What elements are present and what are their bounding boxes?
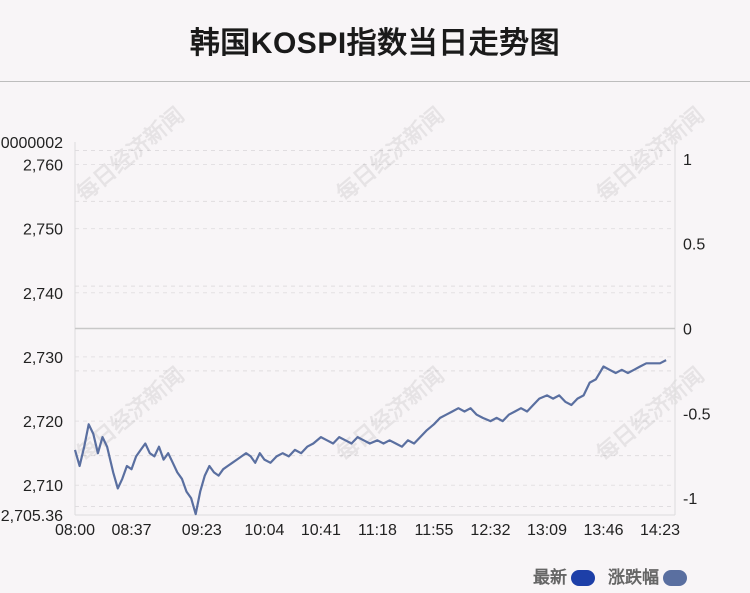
y-left-tick-label: 2,760 xyxy=(23,157,63,174)
watermark: 每日经济新闻 xyxy=(332,362,450,467)
chart-title: 韩国KOSPI指数当日走势图 xyxy=(189,27,561,60)
y-right-tick-label: 0.5 xyxy=(683,237,705,254)
y-left-tick-label: 2,730 xyxy=(23,350,63,367)
watermark: 每日经济新闻 xyxy=(72,362,190,467)
y-left-tick-label: 2,705.36 xyxy=(1,508,63,525)
y-right-tick-label: -0.5 xyxy=(683,406,711,423)
legend-latest-swatch xyxy=(571,570,595,586)
legend-change[interactable]: 涨跌幅 xyxy=(608,563,687,588)
y-right-tick-label: 0 xyxy=(683,322,692,339)
legend-latest[interactable]: 最新 xyxy=(533,563,595,588)
x-tick-label: 11:18 xyxy=(358,522,397,539)
y-left-tick-label: 0000002 xyxy=(1,135,63,152)
watermark: 每日经济新闻 xyxy=(332,102,450,207)
x-tick-label: 14:23 xyxy=(640,522,680,539)
x-tick-label: 08:37 xyxy=(111,522,151,539)
x-tick-label: 13:46 xyxy=(583,522,623,539)
y-left-tick-label: 2,740 xyxy=(23,286,63,303)
x-tick-label: 13:09 xyxy=(527,522,567,539)
legend-change-swatch xyxy=(663,570,687,586)
legend-change-label: 涨跌幅 xyxy=(608,568,659,587)
x-tick-label: 10:41 xyxy=(301,522,341,539)
watermark: 每日经济新闻 xyxy=(72,102,190,207)
y-left-tick-label: 2,720 xyxy=(23,414,63,431)
y-right-tick-label: -1 xyxy=(683,491,697,508)
x-tick-label: 09:23 xyxy=(182,522,222,539)
legend-latest-label: 最新 xyxy=(533,568,567,587)
x-tick-label: 08:00 xyxy=(55,522,95,539)
x-tick-label: 10:04 xyxy=(244,522,284,539)
x-tick-label: 12:32 xyxy=(470,522,510,539)
x-tick-label: 11:55 xyxy=(415,522,454,539)
y-right-tick-label: 1 xyxy=(683,152,692,169)
y-left-tick-label: 2,710 xyxy=(23,478,63,495)
y-left-tick-label: 2,750 xyxy=(23,222,63,239)
title-divider xyxy=(0,81,750,82)
series-line-latest xyxy=(73,359,667,516)
